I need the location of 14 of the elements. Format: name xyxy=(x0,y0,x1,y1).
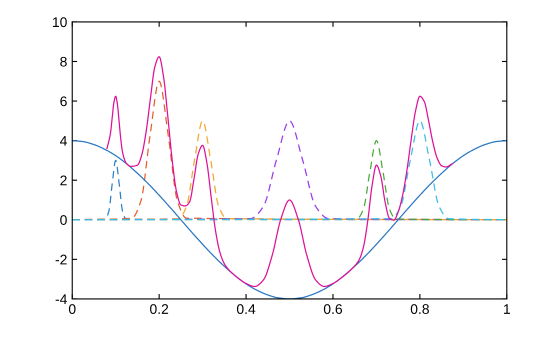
y-tick-label: 6 xyxy=(60,96,67,106)
y-tick-label: 10 xyxy=(52,17,67,28)
x-tick-label: 1 xyxy=(504,304,510,314)
x-tick-label: 0 xyxy=(68,304,76,314)
x-tick-label: 0.6 xyxy=(324,304,342,314)
y-tick-label: -4 xyxy=(56,294,67,304)
y-tick-label: 8 xyxy=(60,56,67,67)
y-tick-label: 0 xyxy=(60,215,67,225)
y-tick-label: 4 xyxy=(60,136,67,146)
y-tick-label: 2 xyxy=(60,176,67,186)
x-tick-label: 0.8 xyxy=(410,304,429,314)
x-tick-label: 0.4 xyxy=(236,304,256,314)
y-tick-label: -2 xyxy=(56,254,67,264)
x-tick-label: 0.2 xyxy=(150,304,168,314)
